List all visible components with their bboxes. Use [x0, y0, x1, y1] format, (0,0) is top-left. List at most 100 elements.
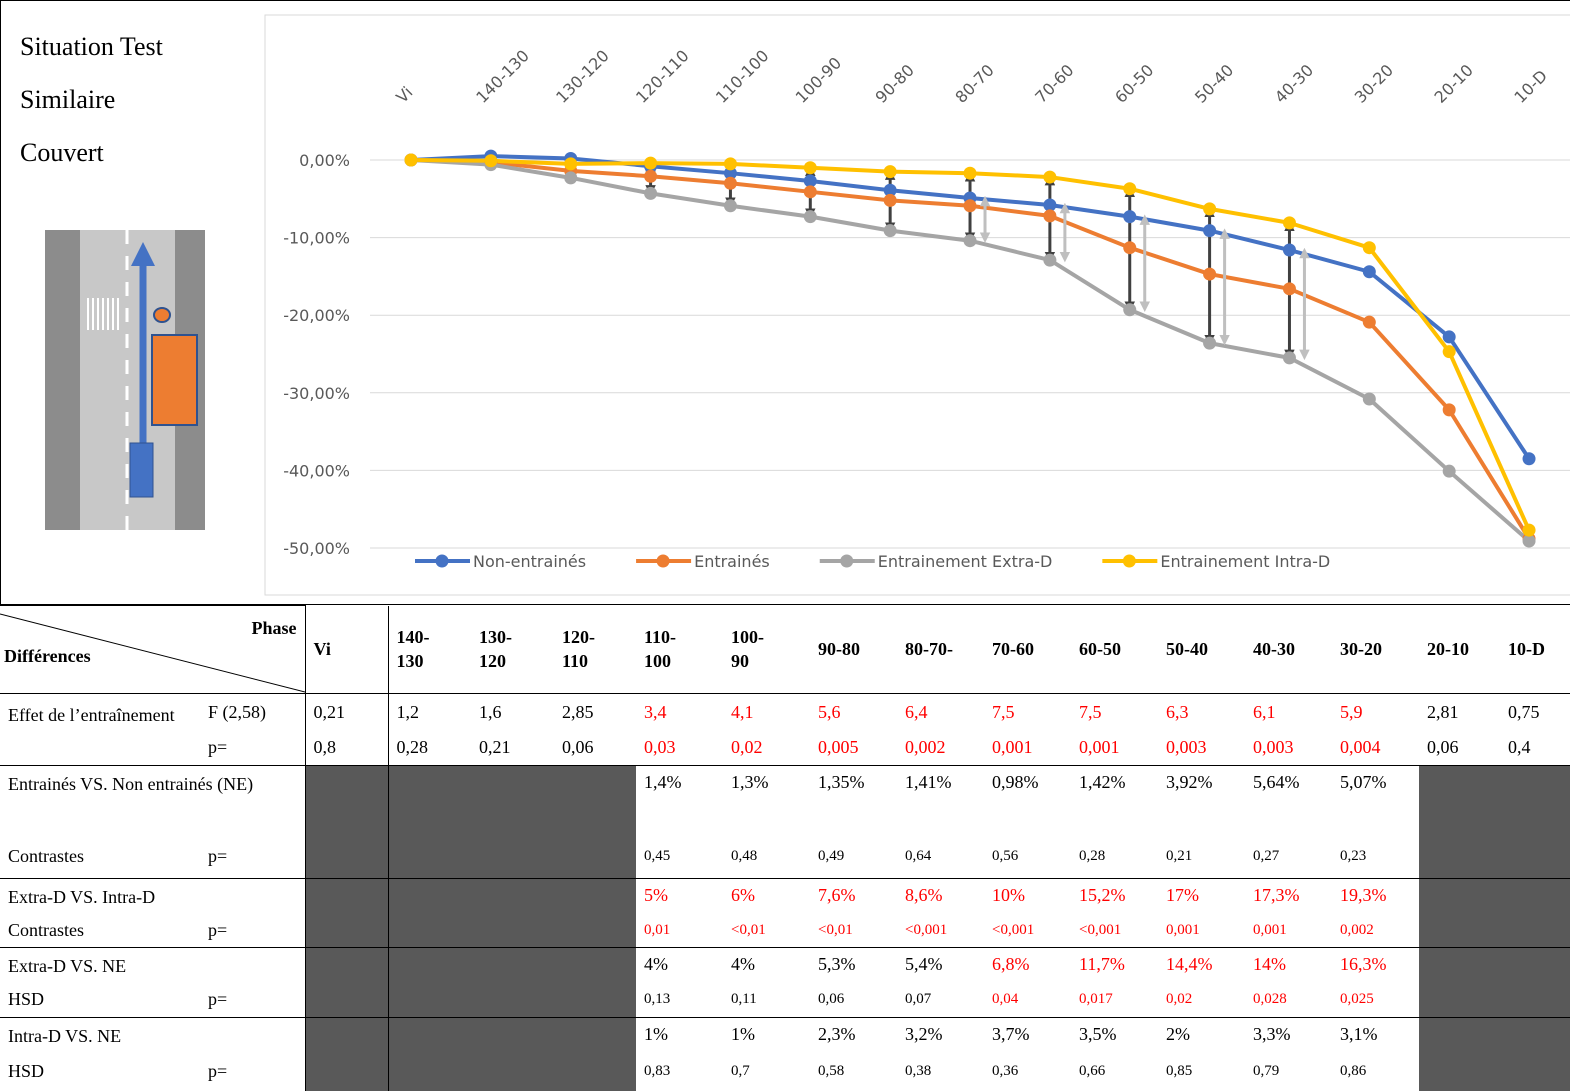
value-cell: 5,4% — [897, 948, 984, 983]
y-tick-label: 0,00% — [299, 151, 350, 170]
value-cell: 1% — [723, 1018, 810, 1053]
column-header: 120- 110 — [554, 606, 636, 694]
point — [724, 199, 737, 212]
column-header: 140- 130 — [388, 606, 471, 694]
x-tick-label: 120-110 — [632, 46, 693, 107]
p-cell: 0,01 — [636, 914, 723, 948]
value-cell: 6% — [723, 879, 810, 914]
empty-cell — [388, 766, 636, 879]
p-cell: 0,49 — [810, 836, 897, 879]
value-cell: 1,35% — [810, 766, 897, 836]
x-tick-label: 50-40 — [1191, 61, 1237, 107]
column-header: 20-10 — [1419, 606, 1500, 694]
point — [1363, 241, 1376, 254]
stat-cell: 0,005 — [810, 731, 897, 766]
point — [1203, 268, 1216, 281]
point — [1523, 524, 1536, 537]
panel-line: Couvert — [20, 138, 105, 167]
empty-cell — [1419, 1018, 1570, 1091]
point — [1043, 254, 1056, 267]
p-cell: 0,58 — [810, 1053, 897, 1091]
p-label: p= — [200, 1053, 305, 1091]
column-header: 10-D — [1500, 606, 1570, 694]
stat-cell: 0,28 — [388, 731, 471, 766]
value-cell: 5% — [636, 879, 723, 914]
point — [964, 167, 977, 180]
p-cell: 0,001 — [1245, 914, 1332, 948]
x-tick-label: 40-30 — [1271, 61, 1317, 107]
value-cell: 5,64% — [1245, 766, 1332, 836]
value-cell: 10% — [984, 879, 1071, 914]
p-cell: 0,85 — [1158, 1053, 1245, 1091]
p-cell: 0,07 — [897, 983, 984, 1018]
p-cell: 0,83 — [636, 1053, 723, 1091]
stat-cell: 0,21 — [471, 731, 554, 766]
column-header: 30-20 — [1332, 606, 1419, 694]
value-cell: 14,4% — [1158, 948, 1245, 983]
stat-cell: 0,002 — [897, 731, 984, 766]
comparison-title: Extra-D VS. NE — [0, 948, 305, 983]
p-cell: 0,001 — [1158, 914, 1245, 948]
point — [964, 199, 977, 212]
point — [804, 161, 817, 174]
value-cell: 11,7% — [1071, 948, 1158, 983]
point — [1523, 452, 1536, 465]
x-tick-label: 60-50 — [1111, 61, 1157, 107]
p-label: p= — [200, 914, 305, 948]
p-cell: 0,7 — [723, 1053, 810, 1091]
point — [1363, 265, 1376, 278]
value-cell: 4% — [723, 948, 810, 983]
test-label: Contrastes — [0, 836, 200, 879]
stat-cell: 7,5 — [984, 694, 1071, 731]
point — [1363, 316, 1376, 329]
column-header: 60-50 — [1071, 606, 1158, 694]
x-tick-label: 140-130 — [472, 46, 533, 107]
p-cell: 0,48 — [723, 836, 810, 879]
p-cell: 0,28 — [1071, 836, 1158, 879]
empty-cell — [388, 1018, 636, 1091]
stat-cell: 2,85 — [554, 694, 636, 731]
point — [804, 185, 817, 198]
stat-cell: 0,003 — [1245, 731, 1332, 766]
road-illustration — [45, 230, 205, 530]
y-tick-label: -10,00% — [283, 229, 350, 248]
p-cell: <0,01 — [723, 914, 810, 948]
point — [1363, 393, 1376, 406]
point — [1123, 303, 1136, 316]
p-cell: 0,025 — [1332, 983, 1419, 1018]
column-header: 80-70- — [897, 606, 984, 694]
table-row: Entrainés VS. Non entrainés (NE)1,4%1,3%… — [0, 766, 1570, 836]
p-cell: 0,11 — [723, 983, 810, 1018]
point — [804, 210, 817, 223]
point — [564, 171, 577, 184]
column-header: 70-60 — [984, 606, 1071, 694]
column-header: 50-40 — [1158, 606, 1245, 694]
legend-swatch — [1123, 555, 1136, 568]
p-cell: 0,028 — [1245, 983, 1332, 1018]
p-cell: 0,64 — [897, 836, 984, 879]
p-cell: 0,36 — [984, 1053, 1071, 1091]
point — [644, 157, 657, 170]
value-cell: 1,4% — [636, 766, 723, 836]
p-cell: <0,01 — [810, 914, 897, 948]
legend-label: Entrainement Intra-D — [1160, 552, 1330, 571]
p-cell: 0,23 — [1332, 836, 1419, 879]
stat-cell: 1,6 — [471, 694, 554, 731]
value-cell: 5,3% — [810, 948, 897, 983]
stat-cell: 5,6 — [810, 694, 897, 731]
chart-area — [265, 15, 1570, 595]
legend-swatch — [840, 555, 853, 568]
legend-label: Non-entrainés — [473, 552, 586, 571]
row-label: Effet de l’entraînement — [0, 694, 200, 766]
stat-cell: 2,81 — [1419, 694, 1500, 731]
point — [1203, 202, 1216, 215]
point — [1283, 351, 1296, 364]
value-cell: 1,42% — [1071, 766, 1158, 836]
